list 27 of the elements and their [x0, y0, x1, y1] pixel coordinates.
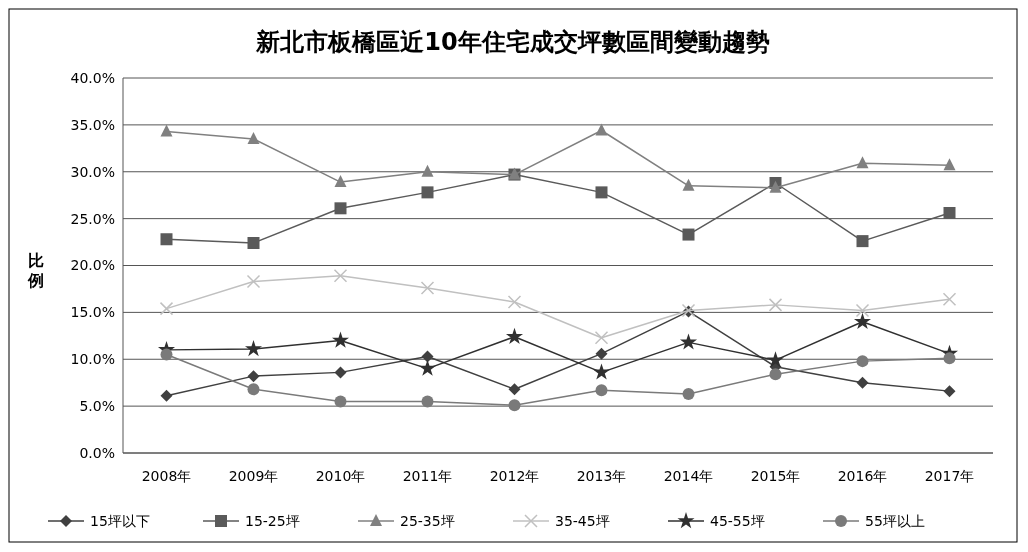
legend-label: 35-45坪 — [555, 512, 610, 529]
legend-label: 55坪以上 — [865, 512, 925, 529]
x-tick-label: 2008年 — [141, 468, 192, 484]
y-tick-label: 0.0% — [79, 444, 115, 461]
x-tick-label: 2010年 — [315, 468, 366, 484]
x-tick-label: 2009年 — [228, 468, 279, 484]
y-tick-label: 5.0% — [79, 398, 115, 415]
y-tick-label: 10.0% — [70, 351, 115, 368]
x-tick-label: 2016年 — [837, 468, 888, 484]
chart-title: 新北市板橋區近10年住宅成交坪數區間變動趨勢 — [255, 28, 770, 56]
legend-label: 15-25坪 — [245, 512, 300, 529]
legend-label: 25-35坪 — [400, 512, 455, 529]
y-tick-label: 20.0% — [70, 257, 115, 274]
legend-label: 15坪以下 — [90, 512, 150, 529]
legend-label: 45-55坪 — [710, 512, 765, 529]
y-axis-title: 比例 — [27, 250, 44, 290]
y-tick-label: 30.0% — [70, 163, 115, 180]
y-tick-label: 15.0% — [70, 304, 115, 321]
x-tick-label: 2015年 — [750, 468, 801, 484]
x-tick-label: 2011年 — [402, 468, 453, 484]
x-tick-label: 2017年 — [924, 468, 975, 484]
x-tick-label: 2014年 — [663, 468, 714, 484]
x-tick-label: 2013年 — [576, 468, 627, 484]
y-tick-label: 40.0% — [70, 69, 115, 86]
y-tick-label: 25.0% — [70, 210, 115, 227]
x-tick-label: 2012年 — [489, 468, 540, 484]
y-tick-label: 35.0% — [70, 116, 115, 133]
